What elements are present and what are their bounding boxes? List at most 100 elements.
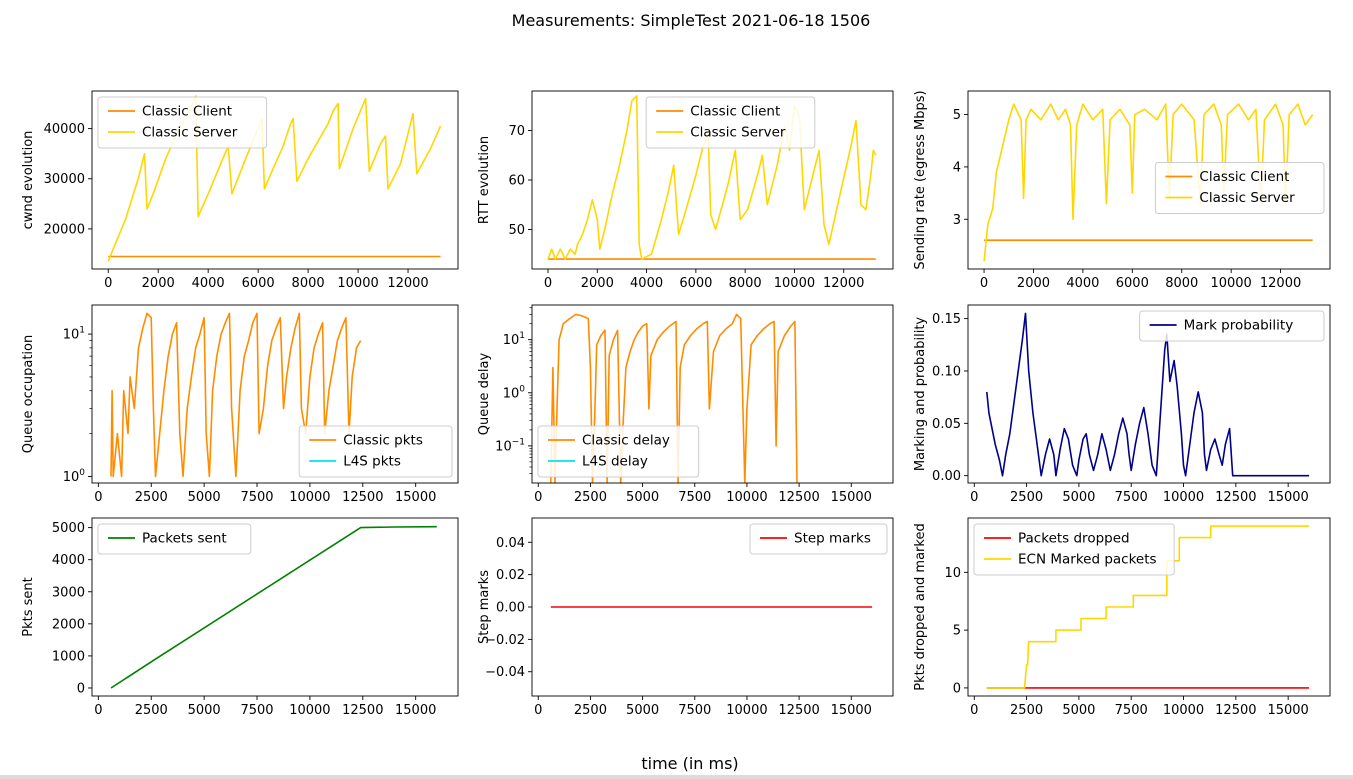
- subplot-stepmarks: 0 2500 5000 7500 10000 12500 15000 −0.04 −0.02 0.…: [477, 517, 894, 718]
- x-tick-label: 12000: [1260, 276, 1301, 291]
- y-tick-label: 100: [503, 384, 526, 401]
- x-tick-label: 2500: [1010, 703, 1043, 718]
- plot-area: [986, 525, 1310, 689]
- x-tick-label: 7500: [1115, 703, 1148, 718]
- axes-frame: [91, 90, 459, 270]
- legend-box: [973, 523, 1175, 576]
- y-tick-label: 101: [503, 331, 525, 348]
- x-tick-label: 5000: [626, 703, 659, 718]
- legend: Classic Client Classic Server: [645, 96, 816, 149]
- legend-box: [298, 425, 453, 478]
- x-tick-label: 5000: [1062, 490, 1095, 505]
- x-tick-label: 15000: [395, 703, 436, 718]
- x-tick-label: 10000: [1210, 276, 1251, 291]
- subplot-rtt: 0 2000 4000 6000 8000 10000 12000 50 60 70 RTT evo…: [477, 90, 894, 291]
- y-tick-label: 0.15: [932, 312, 961, 327]
- y-tick-label: 20000: [44, 222, 85, 237]
- plot-area: [110, 312, 362, 478]
- axes-frame: [967, 90, 1331, 270]
- y-tick-label: 0.00: [496, 601, 525, 616]
- y-tick-label: 10: [944, 566, 961, 581]
- legend: Classic Client Classic Server: [1154, 162, 1325, 214]
- y-tick-label: 101: [63, 326, 85, 343]
- y-axis-label: Sending rate (egress Mbps): [913, 90, 928, 269]
- y-tick-label: 0.10: [932, 364, 961, 379]
- y-tick-label: 1000: [52, 649, 85, 664]
- y-tick-label: 60: [508, 174, 525, 189]
- x-tick-label: 10000: [289, 490, 330, 505]
- x-tick-label: 0: [94, 490, 102, 505]
- x-tick-label: 10000: [289, 703, 330, 718]
- x-tick-label: 0: [534, 490, 542, 505]
- y-tick-label: 70: [508, 124, 525, 139]
- legend-label: Classic Client: [142, 104, 232, 120]
- x-tick-label: 4000: [1066, 276, 1099, 291]
- legend-label: Classic pkts: [343, 433, 423, 449]
- legend-label: L4S pkts: [343, 454, 401, 470]
- x-tick-label: 2500: [135, 703, 168, 718]
- x-tick-label: 10000: [726, 703, 767, 718]
- figure-xlabel: time (in ms): [641, 754, 738, 773]
- x-tick-label: 0: [534, 703, 542, 718]
- x-tick-label: 7500: [678, 490, 711, 505]
- legend: Classic pkts L4S pkts: [298, 425, 453, 478]
- legend-label: Classic Server: [142, 125, 238, 141]
- x-tick-label: 2000: [1017, 276, 1050, 291]
- x-tick-label: 4000: [630, 276, 663, 291]
- plot-area: [107, 95, 442, 262]
- x-tick-label: 8000: [1165, 276, 1198, 291]
- x-tick-label: 12000: [387, 276, 428, 291]
- legend-label: Step marks: [794, 531, 871, 547]
- x-tick-label: 10000: [1163, 490, 1204, 505]
- legend-box: [1139, 310, 1325, 342]
- legend-label: Classic Server: [1199, 190, 1295, 206]
- legend: Mark probability: [1139, 310, 1325, 342]
- x-tick-label: 0: [980, 276, 988, 291]
- x-tick-label: 5000: [188, 490, 221, 505]
- y-tick-label: 5000: [52, 521, 85, 536]
- y-tick-label: 50: [508, 223, 525, 238]
- x-tick-label: 15000: [1267, 703, 1308, 718]
- window-bottom-edge: [0, 775, 1353, 779]
- x-tick-label: 12500: [1215, 490, 1256, 505]
- axes-frame: [967, 304, 1331, 484]
- subplot-queue: 0 2500 5000 7500 10000 12500 15000 100 101 Queue …: [21, 304, 459, 505]
- x-tick-label: 0: [970, 703, 978, 718]
- legend-box: [1154, 162, 1325, 214]
- legend-label: Classic Client: [1199, 169, 1289, 185]
- y-tick-label: 4: [953, 160, 961, 175]
- legend-label: Packets dropped: [1018, 531, 1130, 547]
- x-tick-label: 10000: [337, 276, 378, 291]
- y-tick-label: 40000: [44, 122, 85, 137]
- y-tick-label: 0: [953, 681, 961, 696]
- x-tick-label: 8000: [729, 276, 762, 291]
- plot-area: [550, 313, 798, 483]
- series-line-classic-server: [107, 95, 442, 262]
- legend-box: [749, 523, 888, 555]
- x-tick-label: 15000: [395, 490, 436, 505]
- x-tick-label: 2500: [1010, 490, 1043, 505]
- y-tick-label: −0.02: [485, 633, 525, 648]
- y-tick-label: 5: [953, 624, 961, 639]
- y-axis-label: Pkts dropped and marked: [913, 523, 928, 690]
- x-tick-label: 0: [104, 276, 112, 291]
- series-line-classic-server: [983, 103, 1314, 262]
- x-tick-label: 2500: [574, 703, 607, 718]
- x-tick-label: 6000: [1116, 276, 1149, 291]
- x-tick-label: 6000: [242, 276, 275, 291]
- y-tick-label: 4000: [52, 553, 85, 568]
- y-axis-label: Queue occupation: [21, 335, 36, 453]
- x-tick-label: 12500: [778, 703, 819, 718]
- legend: Classic delay L4S delay: [537, 425, 700, 478]
- x-tick-label: 15000: [831, 703, 872, 718]
- y-tick-label: 5: [953, 108, 961, 123]
- x-tick-label: 10000: [726, 490, 767, 505]
- legend-box: [97, 96, 268, 149]
- x-tick-label: 2500: [135, 490, 168, 505]
- axes-frame: [91, 517, 459, 697]
- x-tick-label: 12500: [342, 703, 383, 718]
- y-tick-label: 3: [953, 213, 961, 228]
- y-axis-label: cwnd evolution: [21, 131, 36, 230]
- x-tick-label: 6000: [679, 276, 712, 291]
- subplot-dropmarked: 0 2500 5000 7500 10000 12500 15000 0 5 10 Pkts dro…: [913, 517, 1331, 718]
